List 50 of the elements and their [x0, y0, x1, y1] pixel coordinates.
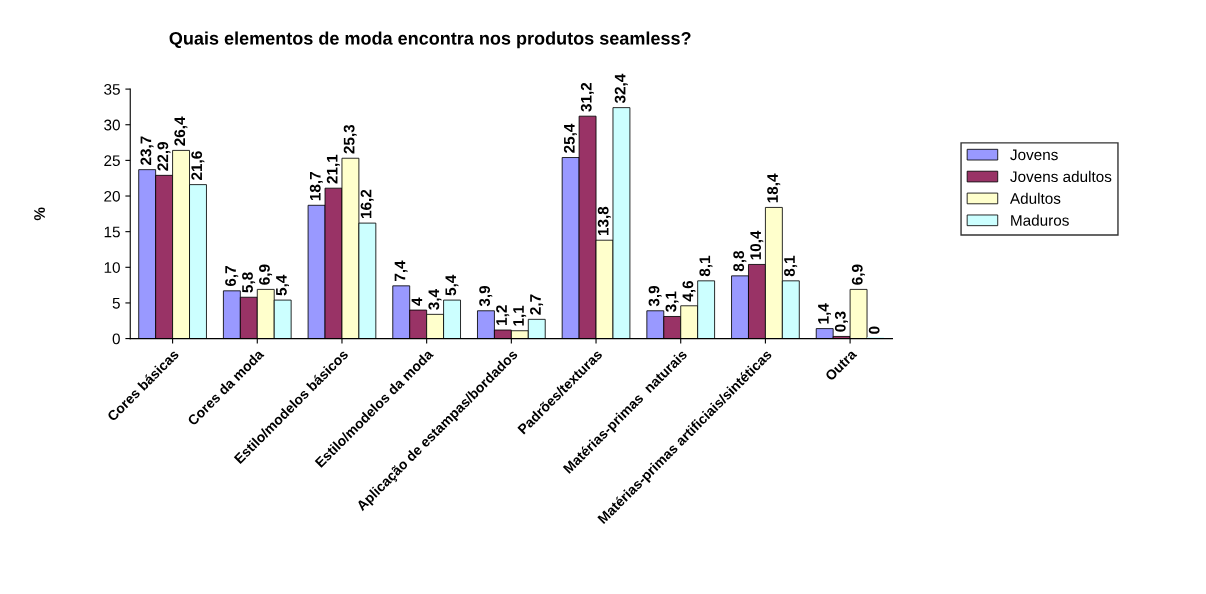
data-label: 6,9	[851, 264, 865, 285]
data-label: 32,4	[614, 73, 628, 104]
data-label: 25,3	[343, 124, 357, 154]
data-label: 18,7	[309, 172, 323, 201]
data-label: 23,7	[140, 136, 154, 165]
y-axis-title: %	[34, 207, 45, 221]
legend-label: Adultos	[1009, 192, 1061, 204]
data-label: 8,8	[733, 250, 747, 272]
y-tick-label: 10	[104, 262, 120, 273]
legend-label: Maduros	[1011, 214, 1069, 226]
data-label: 8,1	[699, 255, 713, 277]
y-tick-label: 35	[104, 83, 120, 95]
data-label: 0	[868, 326, 880, 334]
data-label: 21,1	[326, 154, 340, 184]
data-label: 18,4	[767, 173, 781, 203]
y-tick-label: 20	[104, 190, 120, 202]
data-label: 21,6	[191, 151, 205, 180]
data-label: 4	[411, 297, 423, 306]
data-label: 31,2	[580, 82, 594, 112]
data-label: 1,1	[513, 305, 527, 326]
data-label: 6,9	[259, 264, 273, 285]
data-label: 1,4	[818, 303, 832, 324]
data-label: 4,6	[682, 280, 696, 302]
data-label: 5,4	[445, 274, 459, 296]
data-label: 7,4	[394, 260, 408, 282]
y-tick-label: 30	[104, 119, 120, 131]
data-label: 8,1	[784, 255, 798, 277]
data-label: 2,7	[530, 294, 544, 315]
y-tick-label: 5	[112, 297, 120, 309]
data-label: 25,4	[563, 123, 577, 153]
data-label: 3,9	[479, 285, 493, 307]
data-label: 10,4	[750, 230, 764, 260]
data-label: 5,4	[276, 274, 289, 296]
data-label: 3,1	[665, 291, 679, 312]
data-label: 5,8	[242, 272, 256, 293]
y-tick-label: 15	[104, 226, 120, 238]
legend-label: Jovens adultos	[1010, 170, 1112, 183]
data-label: 3,9	[648, 285, 662, 307]
data-label: 13,8	[597, 206, 611, 236]
data-label: 3,4	[428, 289, 442, 310]
y-tick-label: 0	[112, 333, 120, 345]
legend-label: Jovens	[1010, 149, 1058, 161]
data-label: 16,2	[360, 189, 374, 218]
data-label: 26,4	[174, 116, 188, 146]
chart-title: Quais elementos de moda encontra nos produtos seamless?	[169, 31, 691, 49]
data-label: 22,9	[157, 142, 171, 171]
data-label: 6,7	[225, 266, 239, 287]
y-tick-label: 25	[104, 155, 120, 167]
data-label: 1,2	[496, 305, 510, 325]
data-label: 0,3	[834, 311, 848, 332]
